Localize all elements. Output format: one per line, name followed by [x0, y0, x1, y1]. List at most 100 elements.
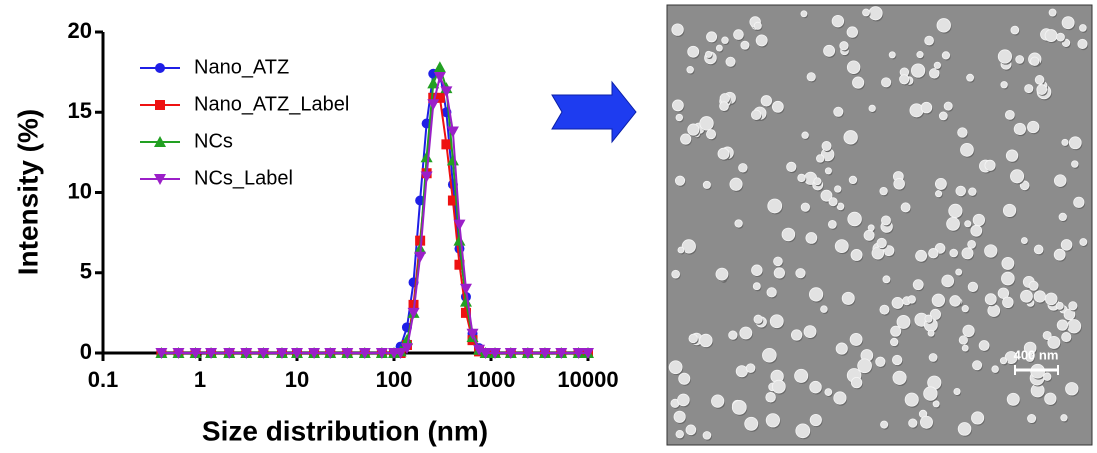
particle: [888, 51, 896, 59]
particle: [927, 329, 935, 337]
data-point: [308, 348, 321, 359]
particle: [846, 60, 861, 74]
particle: [1048, 8, 1057, 17]
data-point: [291, 348, 303, 359]
particle: [1065, 382, 1079, 396]
particle: [699, 116, 714, 131]
particle: [967, 281, 979, 292]
particle: [890, 337, 899, 347]
data-point: [521, 348, 534, 359]
particle: [932, 400, 940, 408]
particle: [790, 329, 803, 341]
particle: [706, 31, 718, 43]
legend-label: Nano_ATZ_Label: [194, 93, 349, 115]
particle: [1066, 319, 1082, 334]
particle: [717, 147, 730, 160]
particle: [1036, 84, 1048, 95]
particle: [984, 159, 996, 171]
sem-background: [666, 4, 1093, 446]
data-point: [453, 234, 466, 246]
legend-marker: [155, 63, 165, 73]
particle: [671, 269, 680, 279]
arrow: [551, 80, 637, 144]
particle: [688, 333, 698, 344]
particle: [958, 335, 968, 345]
particle: [816, 154, 825, 163]
particle: [949, 248, 958, 258]
particle: [1034, 75, 1045, 85]
particle: [891, 354, 903, 366]
particle: [801, 131, 809, 139]
particle: [735, 365, 748, 378]
particle: [753, 21, 762, 30]
particle: [677, 393, 690, 407]
data-point: [275, 348, 288, 359]
particle: [1020, 237, 1028, 244]
particle: [725, 56, 736, 67]
particle: [769, 314, 784, 329]
data-point: [459, 283, 472, 295]
data-point: [454, 259, 465, 270]
particle: [687, 45, 700, 58]
particle: [912, 279, 924, 291]
particle: [738, 163, 748, 173]
particle: [824, 167, 832, 175]
data-point: [420, 151, 433, 163]
particle: [1033, 290, 1046, 303]
particle: [1010, 169, 1025, 184]
particle: [834, 185, 842, 193]
particle: [850, 376, 863, 389]
particle: [962, 324, 975, 337]
particle: [672, 99, 684, 112]
particle: [751, 109, 762, 121]
legend-marker: [155, 100, 165, 110]
particle: [875, 356, 886, 367]
particle: [800, 202, 810, 212]
particle: [964, 220, 972, 228]
particle: [968, 187, 977, 196]
particle: [896, 315, 911, 329]
legend-marker: [154, 174, 166, 185]
particle: [1068, 136, 1082, 150]
plot: 0 5 10 15 20 0.1 1 10 100 1000 10000 Nano_ATZ Nano_A…: [68, 18, 619, 392]
particle: [1044, 392, 1057, 405]
data-point: [341, 348, 354, 359]
particle: [1053, 248, 1066, 261]
particle: [972, 360, 983, 371]
particle: [820, 189, 833, 202]
particle: [928, 248, 939, 259]
particle: [702, 431, 712, 440]
particle: [997, 287, 1010, 299]
particle: [699, 333, 713, 348]
particle: [900, 202, 911, 213]
data-point: [433, 61, 446, 73]
particle: [1055, 301, 1064, 310]
particle: [1027, 120, 1040, 134]
particle: [765, 392, 776, 403]
particle: [673, 410, 686, 423]
particle: [1043, 372, 1052, 381]
particle: [881, 215, 891, 226]
series-line: [161, 73, 588, 354]
particle: [803, 325, 817, 339]
particle: [773, 267, 785, 279]
particle: [868, 6, 883, 21]
particle: [1027, 414, 1037, 424]
particle: [999, 357, 1008, 365]
x-tick-label: 0.1: [88, 367, 119, 392]
data-point: [479, 348, 492, 359]
particle: [681, 239, 696, 254]
particle: [771, 100, 784, 113]
particle: [680, 133, 692, 145]
particle: [949, 295, 961, 307]
particle: [836, 202, 845, 211]
particle: [908, 418, 918, 428]
y-tick-label: 20: [68, 18, 92, 43]
particle: [739, 326, 753, 340]
particle: [911, 63, 926, 78]
particle: [899, 74, 910, 85]
particle: [924, 314, 933, 323]
data-point: [427, 77, 440, 89]
particle: [729, 177, 743, 191]
